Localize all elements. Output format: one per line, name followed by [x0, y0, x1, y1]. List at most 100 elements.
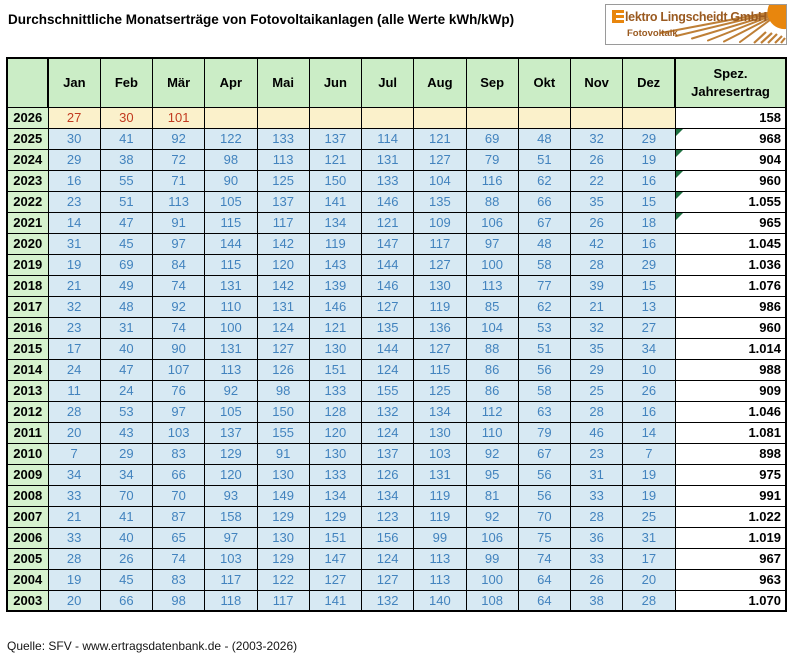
value-cell: 16	[47, 169, 101, 192]
value-cell: 130	[308, 442, 363, 465]
value-cell	[413, 106, 467, 129]
value-cell: 83	[151, 568, 206, 591]
value-cell: 20	[622, 568, 676, 591]
value-cell: 66	[517, 190, 572, 213]
value-cell: 40	[99, 526, 154, 549]
value-cell: 36	[569, 526, 624, 549]
table-row: 2007 21 41 87 158 129 129 123 119 92 70 28 25 1.022	[6, 505, 787, 528]
year-cell: 2003	[6, 589, 49, 612]
year-cell: 2012	[6, 400, 49, 423]
total-cell: 904	[674, 148, 787, 171]
value-cell: 32	[569, 127, 624, 150]
value-cell: 72	[151, 148, 206, 171]
year-cell: 2022	[6, 190, 49, 213]
value-cell: 127	[360, 295, 415, 318]
value-cell: 129	[308, 505, 363, 528]
value-cell: 33	[47, 484, 101, 507]
value-cell: 137	[256, 190, 310, 213]
value-cell: 106	[465, 211, 519, 234]
value-cell: 131	[204, 274, 258, 297]
value-cell: 115	[204, 253, 258, 276]
value-cell: 39	[569, 274, 624, 297]
value-cell: 141	[308, 589, 363, 612]
value-cell: 115	[413, 358, 467, 381]
total-header-line2: Jahresertrag	[691, 83, 770, 99]
value-cell: 88	[465, 190, 519, 213]
value-cell: 31	[569, 463, 624, 486]
value-cell: 147	[308, 547, 363, 570]
value-cell: 127	[413, 148, 467, 171]
table-row: 2010 7 29 83 129 91 130 137 103 92 67 23 7 898	[6, 442, 787, 465]
year-cell: 2011	[6, 421, 49, 444]
value-cell: 146	[360, 274, 415, 297]
value-cell: 141	[308, 190, 363, 213]
value-cell: 85	[465, 295, 519, 318]
value-cell: 121	[308, 316, 363, 339]
value-cell: 43	[99, 421, 154, 444]
value-cell: 106	[465, 526, 519, 549]
value-cell: 101	[151, 106, 206, 129]
value-cell: 74	[151, 316, 206, 339]
value-cell: 91	[151, 211, 206, 234]
value-cell: 74	[151, 547, 206, 570]
value-cell: 83	[151, 442, 206, 465]
value-cell: 120	[256, 253, 310, 276]
table-row: 2005 28 26 74 103 129 147 124 113 99 74 33 17 967	[6, 547, 787, 570]
value-cell: 67	[517, 211, 572, 234]
value-cell: 75	[517, 526, 572, 549]
table-row: 2006 33 40 65 97 130 151 156 99 106 75 36 31 1.019	[6, 526, 787, 549]
value-cell: 149	[256, 484, 310, 507]
total-cell: 158	[674, 106, 787, 129]
total-cell: 1.046	[674, 400, 787, 423]
total-cell: 1.036	[674, 253, 787, 276]
value-cell: 103	[204, 547, 258, 570]
value-cell: 16	[622, 400, 676, 423]
value-cell: 76	[151, 379, 206, 402]
value-cell: 136	[413, 316, 467, 339]
value-cell: 21	[569, 295, 624, 318]
value-cell: 64	[517, 568, 572, 591]
value-cell: 32	[569, 316, 624, 339]
value-cell	[569, 106, 624, 129]
value-cell: 19	[622, 148, 676, 171]
value-cell: 125	[413, 379, 467, 402]
value-cell: 124	[360, 421, 415, 444]
value-cell: 92	[151, 295, 206, 318]
table-row: 2016 23 31 74 100 124 121 135 136 104 53 32 27 960	[6, 316, 787, 339]
value-cell: 33	[47, 526, 101, 549]
value-cell: 121	[413, 127, 467, 150]
value-cell: 51	[99, 190, 154, 213]
value-cell: 92	[465, 505, 519, 528]
table-row: 2012 28 53 97 105 150 128 132 134 112 63 28 16 1.046	[6, 400, 787, 423]
value-cell: 70	[99, 484, 154, 507]
value-cell: 56	[517, 463, 572, 486]
value-cell: 130	[256, 526, 310, 549]
value-cell: 119	[413, 505, 467, 528]
value-cell: 126	[360, 463, 415, 486]
value-cell: 25	[569, 379, 624, 402]
value-cell: 48	[517, 232, 572, 255]
table-row: 2023 16 55 71 90 125 150 133 104 116 62 22 16 960	[6, 169, 787, 192]
value-cell: 19	[47, 253, 101, 276]
value-cell: 66	[151, 463, 206, 486]
value-cell: 19	[47, 568, 101, 591]
value-cell: 146	[308, 295, 363, 318]
value-cell: 110	[465, 421, 519, 444]
total-cell: 988	[674, 358, 787, 381]
value-cell: 79	[517, 421, 572, 444]
value-cell: 28	[569, 400, 624, 423]
value-cell: 129	[256, 505, 310, 528]
value-cell: 120	[308, 421, 363, 444]
value-cell: 33	[569, 547, 624, 570]
value-cell: 34	[622, 337, 676, 360]
value-cell: 131	[204, 337, 258, 360]
value-cell: 46	[569, 421, 624, 444]
value-cell: 133	[308, 379, 363, 402]
value-cell: 69	[99, 253, 154, 276]
value-cell: 124	[360, 358, 415, 381]
column-header-dez: Dez	[622, 57, 676, 108]
value-cell: 134	[413, 400, 467, 423]
value-cell: 81	[465, 484, 519, 507]
value-cell: 114	[360, 127, 415, 150]
value-cell: 124	[256, 316, 310, 339]
